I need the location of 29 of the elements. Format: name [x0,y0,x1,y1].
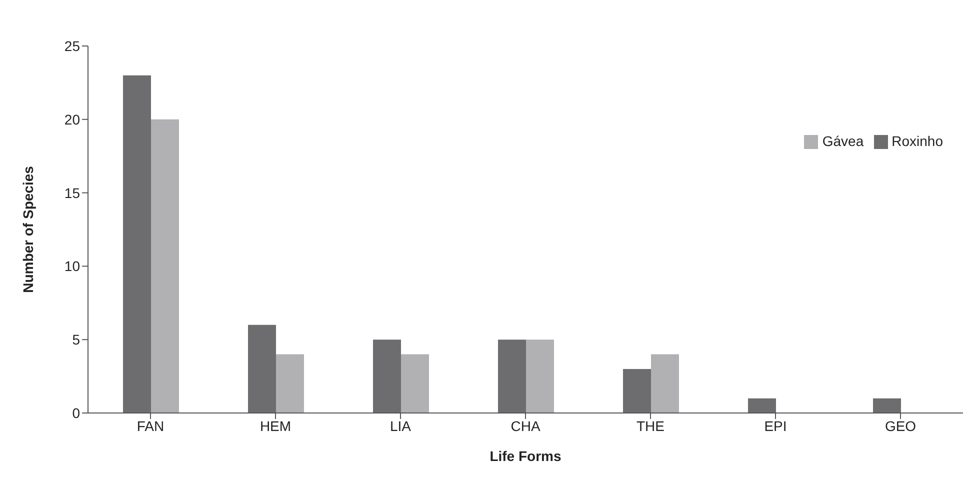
y-tick-label: 10 [64,258,80,274]
y-tick-label: 15 [64,184,80,201]
bar [401,354,429,413]
y-tick-label: 0 [72,404,80,421]
bar [373,340,401,413]
bar [873,398,901,413]
y-tick-label: 25 [64,38,80,54]
x-tick-label: EPI [764,418,787,434]
bar [276,354,304,413]
x-tick-label: FAN [136,418,164,434]
y-axis-title: Number of Species [20,166,36,293]
x-tick-label: HEM [260,418,292,434]
bar [623,368,651,413]
legend-label: Roxinho [892,133,943,149]
x-axis-title: Life Forms [490,448,562,464]
x-tick-label: THE [636,418,664,434]
bar [248,324,276,413]
x-tick-label: GEO [884,418,916,434]
bar [151,119,179,413]
legend-label: Gávea [822,133,864,149]
bar [748,398,776,413]
y-tick-label: 5 [72,332,80,348]
bar [651,354,679,413]
x-tick-label: LIA [390,418,412,434]
bar [498,340,526,413]
x-tick-label: CHA [510,418,541,434]
bar [526,340,554,413]
bar [123,75,151,413]
y-tick-label: 20 [64,111,80,128]
